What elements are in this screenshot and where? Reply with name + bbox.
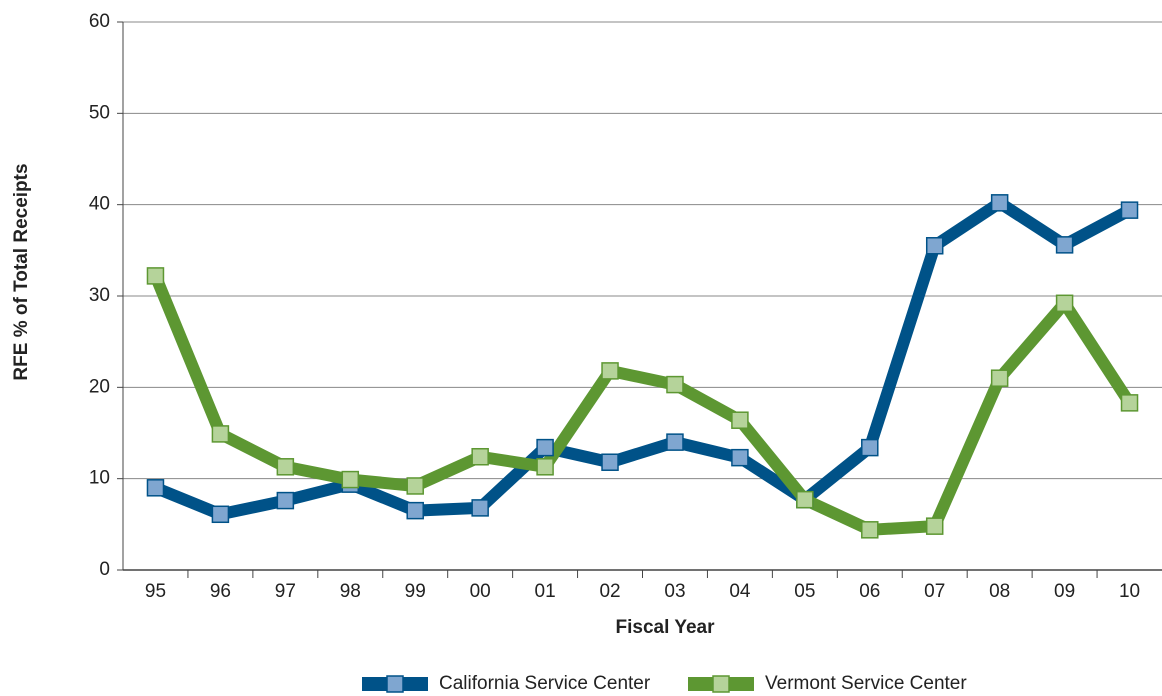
marker: [666, 433, 684, 451]
marker: [406, 477, 424, 495]
x-tick-label: 03: [664, 581, 685, 602]
y-tick-label: 30: [89, 285, 110, 306]
y-tick-label: 60: [89, 11, 110, 32]
x-tick-label: 10: [1119, 581, 1140, 602]
x-tick-label: 07: [924, 581, 945, 602]
y-tick-label: 20: [89, 376, 110, 397]
marker: [1055, 294, 1074, 313]
marker: [536, 438, 554, 457]
marker: [211, 505, 230, 524]
x-tick-label: 06: [859, 581, 880, 602]
marker: [861, 438, 879, 457]
marker: [276, 458, 295, 476]
y-tick-label: 10: [89, 468, 110, 489]
x-tick-label: 95: [145, 581, 166, 602]
marker: [925, 517, 944, 535]
marker: [471, 447, 489, 466]
x-tick-label: 08: [989, 581, 1010, 602]
marker: [601, 453, 619, 471]
x-tick-label: 04: [729, 581, 751, 602]
marker: [341, 470, 360, 489]
marker: [990, 194, 1009, 212]
marker: [796, 490, 814, 509]
marker: [1055, 236, 1074, 254]
marker: [731, 411, 749, 429]
marker: [146, 267, 165, 285]
y-tick-label: 40: [89, 194, 110, 215]
x-axis-title: Fiscal Year: [616, 617, 716, 638]
y-axis-title: RFE % of Total Receipts: [11, 163, 32, 380]
marker: [731, 448, 749, 467]
legend-marker: [712, 675, 730, 693]
x-tick-label: 05: [794, 581, 815, 602]
series-line: [149, 273, 1135, 536]
marker: [276, 491, 295, 510]
x-tick-label: 98: [340, 581, 361, 602]
y-tick-label: 0: [99, 559, 110, 580]
x-tick-label: 01: [535, 581, 556, 602]
marker: [601, 362, 619, 380]
marker: [211, 425, 230, 443]
marker: [1120, 394, 1139, 412]
marker: [990, 369, 1009, 387]
legend-label: California Service Center: [439, 673, 651, 694]
marker: [925, 237, 944, 255]
marker: [536, 458, 554, 476]
y-tick-label: 50: [89, 102, 110, 123]
x-tick-label: 00: [470, 581, 491, 602]
x-tick-label: 09: [1054, 581, 1075, 602]
marker: [666, 375, 684, 394]
x-tick-label: 97: [275, 581, 296, 602]
marker: [406, 501, 424, 520]
series-line: [153, 196, 1133, 521]
marker: [861, 521, 879, 539]
x-tick-label: 02: [599, 581, 620, 602]
x-tick-label: 96: [210, 581, 231, 602]
legend-marker: [386, 675, 404, 693]
legend-label: Vermont Service Center: [765, 673, 967, 694]
marker: [1120, 201, 1139, 219]
x-tick-label: 99: [405, 581, 426, 602]
marker: [146, 479, 165, 497]
marker: [471, 499, 489, 517]
